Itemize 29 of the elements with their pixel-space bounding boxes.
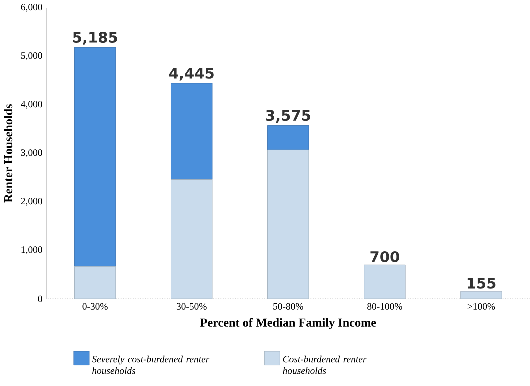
bar xyxy=(171,179,213,300)
x-tick-label: 80-100% xyxy=(368,303,402,310)
y-tick-label: 2,000 xyxy=(21,198,42,206)
bar xyxy=(171,83,213,180)
x-axis-title: Percent of Median Family Income xyxy=(200,318,376,330)
y-tick-label: 3,000 xyxy=(21,149,42,158)
y-tick-label: 0 xyxy=(38,296,42,302)
x-tick-label: 0-30% xyxy=(82,303,108,310)
total-label: 4,445 xyxy=(169,68,214,81)
x-tick-label: 30-50% xyxy=(176,303,207,310)
legend-label: Cost-burdened renter households xyxy=(283,356,367,374)
y-tick-label: 6,000 xyxy=(21,4,42,12)
y-tick-label: 1,000 xyxy=(22,246,42,254)
total-label: 700 xyxy=(370,251,400,262)
total-label: 5,185 xyxy=(73,32,118,45)
legend-label: Severely cost-burdened renter households xyxy=(92,356,210,374)
x-tick-label: >100% xyxy=(468,303,496,310)
bar xyxy=(74,47,116,267)
bar xyxy=(364,264,406,300)
bar xyxy=(268,150,310,300)
total-label: 3,575 xyxy=(266,110,310,123)
y-axis-title: Renter Households xyxy=(4,104,13,202)
bar xyxy=(268,125,310,150)
total-label: 155 xyxy=(468,278,496,289)
bar xyxy=(460,291,502,300)
y-tick-label: 4,000 xyxy=(21,100,42,109)
y-tick-label: 5,000 xyxy=(22,52,42,60)
x-tick-label: 50-80% xyxy=(274,303,304,310)
bar xyxy=(74,266,116,300)
